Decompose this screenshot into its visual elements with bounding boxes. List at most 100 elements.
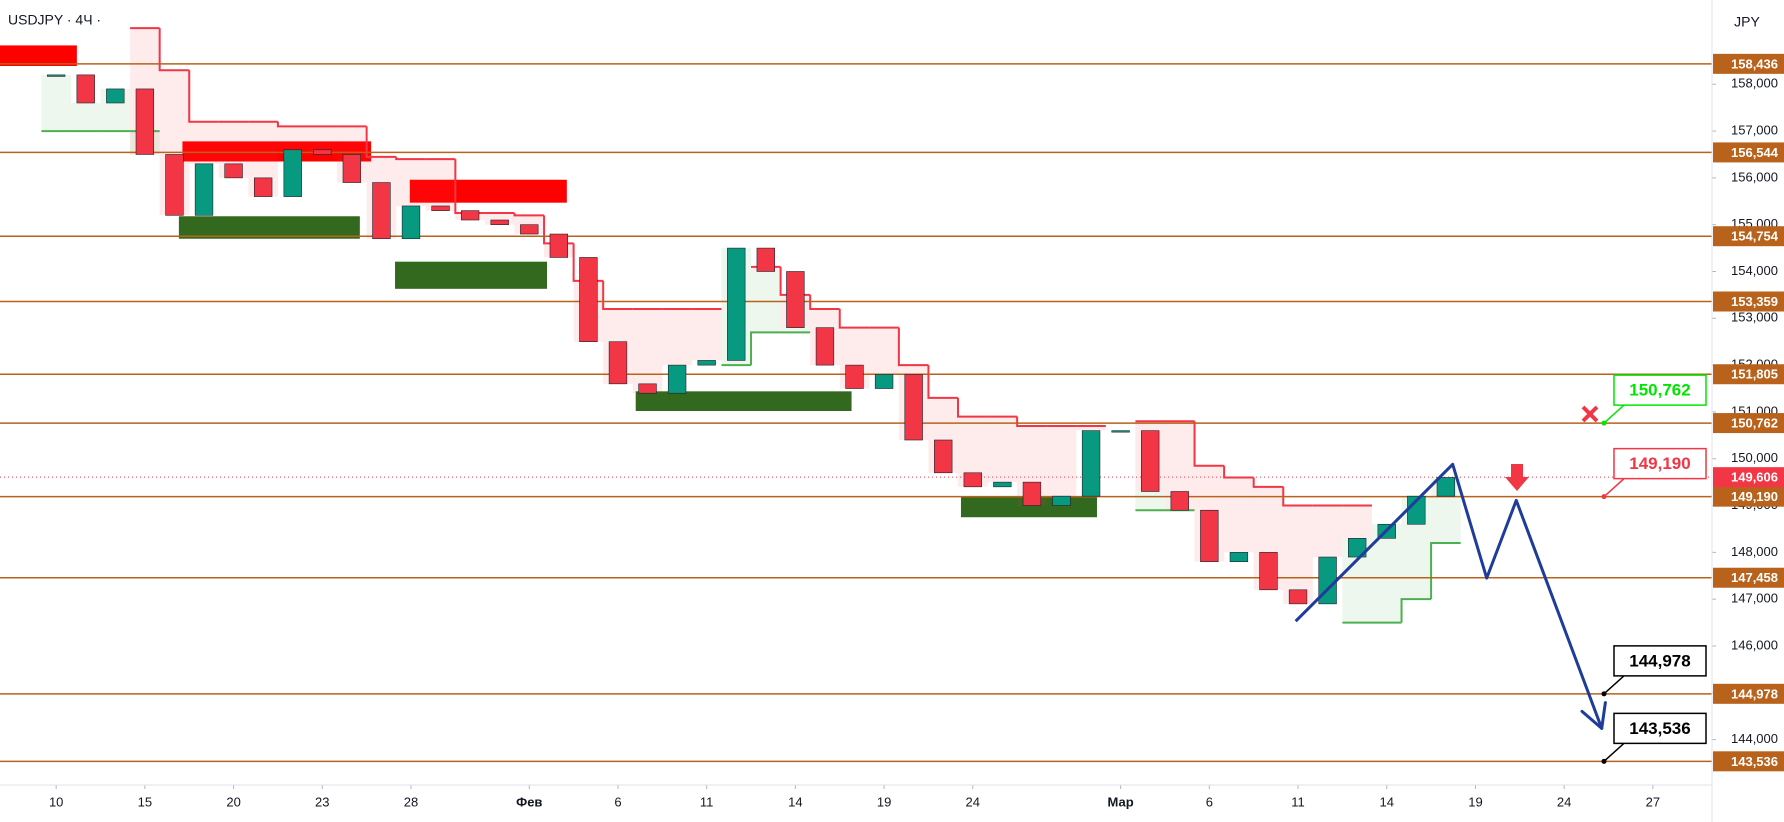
x-tick-label: 24 [1557, 794, 1571, 809]
currency-box[interactable] [1716, 8, 1778, 38]
zone [178, 216, 360, 239]
resistance-step [838, 308, 870, 329]
resistance-step [897, 327, 929, 367]
zone [635, 391, 852, 411]
resistance-step [602, 280, 633, 310]
x-tick-label: 14 [788, 794, 802, 809]
currency[interactable]: JPY [1734, 14, 1760, 30]
candle [579, 257, 598, 343]
candle [697, 360, 716, 366]
candle [490, 219, 509, 225]
candle [1170, 491, 1189, 511]
x-tick-label: 14 [1380, 794, 1394, 809]
resistance-step [957, 397, 988, 418]
level-label: 153,359 [1731, 294, 1778, 309]
candle [47, 74, 66, 77]
candle [874, 374, 894, 389]
resistance-step [365, 126, 397, 158]
resistance-step [188, 70, 219, 123]
resistance-step [158, 28, 190, 72]
callout-box [1603, 712, 1707, 762]
level-label-box [1713, 486, 1784, 507]
resistance-fill [691, 308, 722, 361]
candle [460, 210, 480, 221]
candle [372, 182, 391, 240]
x-tick-label: 28 [404, 794, 418, 809]
candle [401, 205, 421, 240]
resistance-step [809, 294, 840, 310]
candle [283, 149, 302, 197]
candle [1141, 430, 1160, 492]
projection-arrowhead [1600, 701, 1607, 730]
candle [963, 472, 982, 488]
zone [0, 45, 77, 67]
candle [76, 74, 95, 104]
level-label: 149,190 [1731, 489, 1778, 504]
candle [520, 224, 539, 235]
x-tick-label: Фев [516, 794, 542, 809]
level-label: 156,544 [1731, 145, 1779, 160]
level-label-box [1713, 142, 1784, 163]
level-label: 154,754 [1731, 229, 1779, 244]
y-tick-label: 154,000 [1731, 263, 1778, 278]
y-tick-label: 144,000 [1731, 731, 1778, 746]
candle [313, 149, 332, 155]
callout-label: 150,762 [1629, 381, 1690, 400]
mid-layer [0, 27, 1712, 763]
support-fill [41, 74, 71, 132]
zone [395, 261, 548, 289]
level-label-box [1713, 751, 1784, 772]
x-tick-label: 27 [1646, 794, 1660, 809]
resistance-fill [1283, 505, 1313, 604]
y-tick-label: 146,000 [1731, 637, 1778, 652]
candle [1436, 477, 1456, 497]
zone [409, 179, 567, 203]
resistance-step [927, 365, 959, 399]
candle [1022, 481, 1042, 506]
x-tick-label: Мар [1108, 794, 1134, 809]
x-tick-label: 19 [877, 794, 891, 809]
level-label: 147,458 [1731, 570, 1778, 585]
level-label-box [1713, 291, 1784, 312]
candle [786, 271, 805, 328]
x-tick-label: 6 [1206, 794, 1213, 809]
candle [1052, 495, 1071, 506]
y-tick-label: 147,000 [1731, 591, 1778, 606]
resistance-fill [1076, 425, 1106, 431]
x-tick-label: 23 [315, 794, 329, 809]
resistance-step [1016, 416, 1047, 427]
y-tick-label: 157,000 [1731, 123, 1778, 138]
support-fill [1135, 491, 1165, 511]
resistance-fill [1224, 477, 1254, 553]
resistance-step [1282, 486, 1313, 507]
candle [845, 364, 864, 389]
level-label-box [1713, 567, 1784, 588]
x-tick-label: 15 [138, 794, 152, 809]
candle [549, 233, 569, 258]
candle [904, 374, 923, 441]
support-fill [780, 327, 811, 333]
candle [1229, 552, 1249, 563]
y-tick-label: 148,000 [1731, 544, 1778, 559]
resistance-step [395, 156, 426, 161]
cross-stroke [1581, 405, 1599, 423]
x-tick-label: 20 [226, 794, 240, 809]
candle [1288, 589, 1308, 605]
y-tick-label: 150,000 [1731, 450, 1778, 465]
resistance-fill [632, 308, 663, 394]
sell-arrow [1505, 464, 1529, 491]
candle [756, 247, 775, 272]
level-label: 150,762 [1731, 416, 1778, 431]
x-tick-label: 11 [1291, 794, 1305, 809]
x-tick-label: 24 [966, 794, 980, 809]
projection-arrowhead [1580, 709, 1604, 730]
candle [1081, 430, 1101, 497]
x-tick-label: 6 [614, 794, 621, 809]
candle [224, 163, 243, 179]
x-tick-label: 19 [1468, 794, 1482, 809]
x-tick-label: 11 [700, 794, 714, 809]
support-fill [70, 102, 101, 132]
